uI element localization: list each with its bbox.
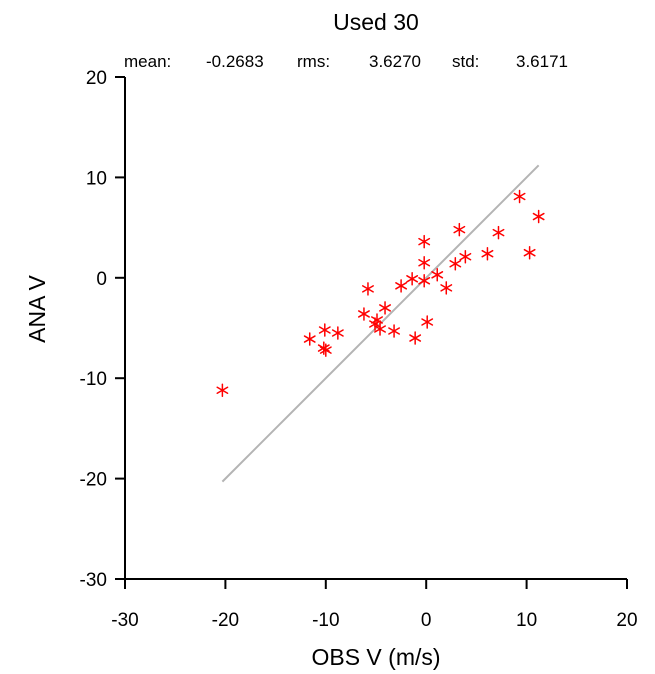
data-point <box>449 256 462 271</box>
std-value: 3.6171 <box>516 52 568 71</box>
chart-title: Used 30 <box>333 9 419 35</box>
data-point <box>216 383 229 397</box>
mean-value: -0.2683 <box>206 52 264 71</box>
data-point <box>362 282 374 296</box>
x-tick-label: -20 <box>212 610 239 631</box>
data-point <box>459 249 472 264</box>
data-point <box>374 322 386 336</box>
data-point <box>453 222 466 237</box>
rms-value: 3.6270 <box>369 52 421 71</box>
y-tick-label: -30 <box>80 570 107 591</box>
data-point <box>319 343 332 357</box>
y-axis-label: ANA V <box>24 274 50 342</box>
data-point <box>379 301 391 315</box>
data-point <box>395 279 408 293</box>
x-tick-label: 0 <box>421 610 432 631</box>
y-tick-label: 10 <box>86 168 107 189</box>
std-label: std: <box>452 52 479 71</box>
data-point <box>421 315 434 329</box>
y-tick-label: 0 <box>96 269 107 290</box>
x-tick-label: 10 <box>516 610 537 631</box>
x-tick-label: -10 <box>312 610 339 631</box>
y-tick-label: 20 <box>86 68 107 89</box>
x-axis-label: OBS V (m/s) <box>311 644 440 670</box>
data-point <box>418 234 431 249</box>
y-tick-label: -10 <box>80 369 107 390</box>
x-axis-ticks: -30 -20 -10 0 10 20 <box>111 579 638 631</box>
data-point <box>371 313 383 327</box>
data-point <box>481 246 494 261</box>
data-point <box>406 272 419 286</box>
data-point <box>492 225 505 240</box>
data-point <box>523 245 536 260</box>
stats-line: mean: -0.2683 rms: 3.6270 std: 3.6171 <box>124 52 568 71</box>
data-point <box>388 324 401 338</box>
data-points <box>216 189 545 397</box>
data-point <box>431 268 444 282</box>
mean-label: mean: <box>124 52 171 71</box>
data-point <box>358 307 370 321</box>
data-point <box>418 274 431 288</box>
data-point <box>318 323 331 337</box>
x-tick-label: 20 <box>616 610 637 631</box>
data-point <box>409 331 422 345</box>
y-tick-label: -20 <box>80 470 107 491</box>
data-point <box>331 326 344 340</box>
rms-label: rms: <box>297 52 330 71</box>
data-point <box>513 189 526 204</box>
data-point <box>440 281 453 295</box>
data-point <box>418 255 431 270</box>
data-point <box>369 317 381 331</box>
x-tick-label: -30 <box>111 610 138 631</box>
data-point <box>532 209 545 224</box>
data-point <box>303 332 316 346</box>
y-axis-ticks: -30 -20 -10 0 10 20 <box>80 68 125 591</box>
